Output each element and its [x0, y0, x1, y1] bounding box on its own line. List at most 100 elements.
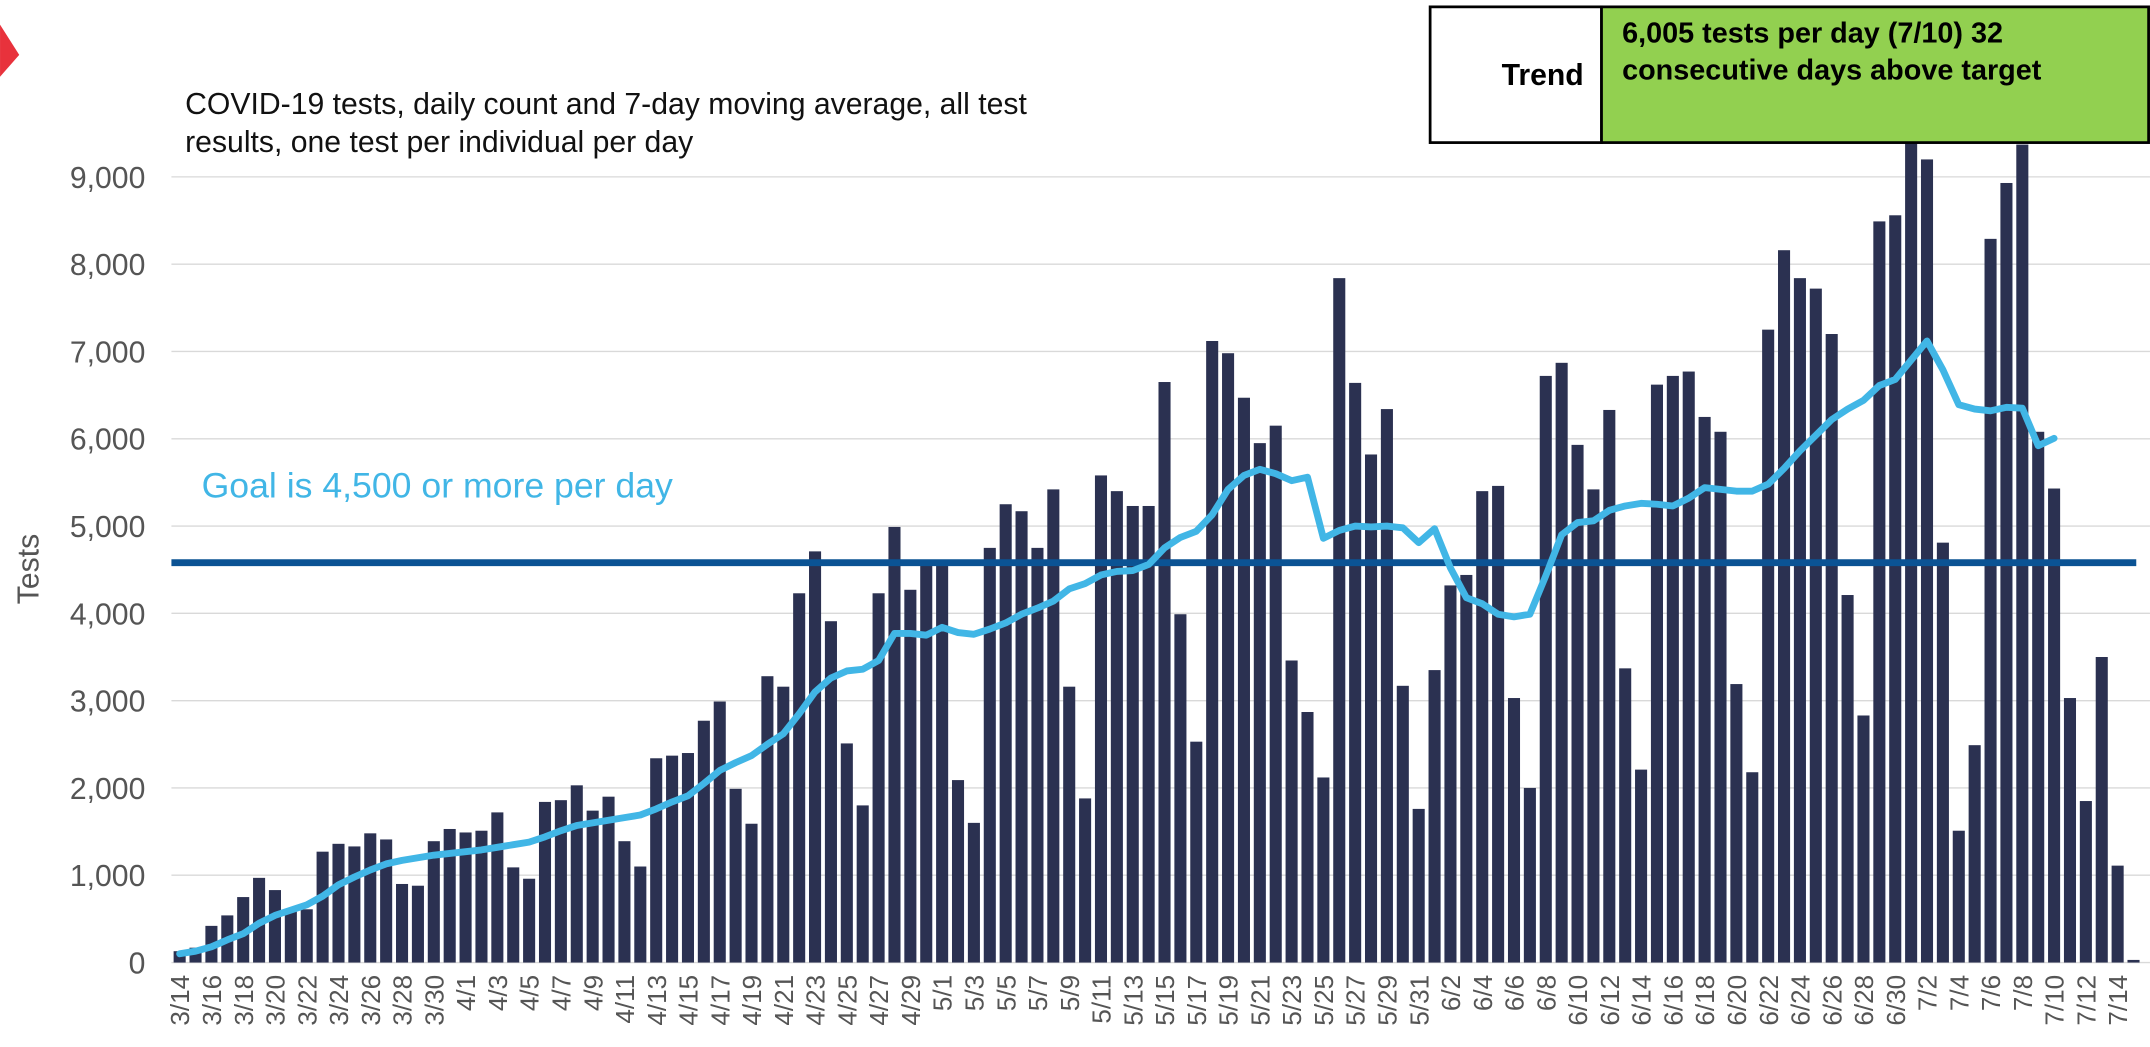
bar	[427, 841, 440, 963]
bar	[713, 701, 726, 963]
x-tick-label: 3/26	[356, 975, 386, 1026]
bar	[1730, 684, 1743, 963]
x-tick-label: 3/20	[261, 975, 291, 1026]
trend-value-cell	[1600, 5, 2150, 144]
trend-text: 6,005 tests per day (7/10) 32 consecutiv…	[1622, 17, 2042, 87]
bar	[1603, 409, 1616, 963]
bar	[1428, 670, 1441, 963]
bar	[983, 547, 996, 963]
bar	[1682, 371, 1695, 963]
x-tick-label: 4/29	[896, 975, 926, 1026]
x-tick-label: 4/5	[515, 975, 545, 1011]
bar	[316, 851, 329, 963]
y-axis-title: Tests	[12, 534, 45, 604]
bar	[1412, 808, 1425, 963]
bar	[856, 805, 869, 963]
bar	[840, 743, 853, 963]
x-tick-label: 5/21	[1245, 975, 1275, 1026]
x-tick-label: 5/5	[991, 975, 1021, 1011]
bar	[1619, 668, 1632, 963]
x-tick-label: 7/12	[2071, 975, 2101, 1026]
x-tick-label: 4/15	[674, 975, 704, 1026]
x-tick-label: 6/28	[1849, 975, 1879, 1026]
y-tick-label: 1,000	[70, 860, 145, 893]
trend-label-cell	[1428, 5, 1603, 144]
y-tick-label: 6,000	[70, 424, 145, 457]
bar	[936, 563, 949, 963]
x-tick-label: 5/19	[1214, 975, 1244, 1026]
bar	[1793, 278, 1806, 963]
bar	[1269, 425, 1282, 963]
x-tick-label: 3/28	[388, 975, 418, 1026]
x-tick-label: 5/25	[1309, 975, 1339, 1026]
bar	[538, 801, 552, 963]
moving-average-line	[176, 337, 2058, 958]
bar	[920, 562, 933, 963]
bar	[1237, 397, 1250, 963]
y-tick-label: 4,000	[70, 598, 145, 631]
bar	[1063, 686, 1076, 963]
bar	[523, 878, 536, 963]
x-tick-label: 5/11	[1087, 975, 1117, 1024]
bar	[951, 780, 965, 963]
bar	[2079, 801, 2092, 963]
bar	[1285, 660, 1298, 963]
x-tick-label: 5/31	[1404, 975, 1434, 1026]
x-tick-label: 6/14	[1627, 975, 1657, 1026]
x-tick-label: 6/22	[1754, 975, 1784, 1026]
x-tick-label: 4/25	[832, 975, 862, 1026]
bar	[332, 843, 345, 963]
x-tick-label: 3/16	[197, 975, 227, 1026]
bar	[1047, 489, 1060, 963]
bar	[1968, 745, 1981, 963]
x-tick-label: 5/13	[1118, 975, 1148, 1026]
bar	[1523, 787, 1536, 963]
bar	[284, 910, 297, 963]
bar	[1031, 547, 1044, 963]
bar	[459, 832, 472, 963]
bar	[1507, 698, 1521, 963]
x-tick-label: 4/3	[483, 975, 513, 1011]
bar	[507, 867, 520, 963]
bar	[1539, 375, 1552, 963]
bar	[697, 720, 710, 963]
bar	[1809, 288, 1822, 963]
bar	[1317, 777, 1330, 963]
bar	[380, 839, 393, 963]
bar	[602, 796, 615, 963]
bar	[777, 686, 790, 963]
x-tick-label: 7/14	[2103, 975, 2133, 1026]
x-tick-label: 4/11	[610, 975, 640, 1024]
bar	[2127, 959, 2140, 963]
bar	[1396, 685, 1409, 963]
bar	[1841, 595, 1854, 963]
bar	[1253, 443, 1266, 963]
bar	[824, 621, 837, 963]
bar	[348, 846, 361, 963]
bar	[1778, 250, 1791, 963]
goal-annotation: Goal is 4,500 or more per day	[202, 466, 673, 506]
bar	[1666, 375, 1679, 963]
bar	[809, 551, 822, 963]
bar	[586, 810, 599, 963]
bar	[1857, 715, 1870, 963]
bar	[1094, 475, 1108, 963]
x-tick-label: 5/3	[960, 975, 990, 1011]
bar	[2063, 698, 2077, 963]
chart-title: COVID-19 tests, daily count and 7-day mo…	[185, 86, 1027, 160]
bar	[1825, 334, 1838, 963]
x-tick-label: 6/20	[1722, 975, 1752, 1026]
bar	[1460, 574, 1473, 963]
bar	[364, 833, 377, 963]
bar	[967, 822, 980, 963]
bar	[2000, 182, 2013, 963]
bar	[761, 676, 774, 963]
bar	[1301, 711, 1314, 963]
bar	[1015, 511, 1028, 963]
x-tick-label: 3/22	[292, 975, 322, 1026]
bar	[872, 593, 885, 963]
x-tick-label: 4/19	[737, 975, 767, 1026]
x-tick-label: 7/4	[1944, 975, 1974, 1011]
x-tick-label: 6/24	[1786, 975, 1816, 1026]
x-tick-label: 4/21	[769, 975, 799, 1026]
